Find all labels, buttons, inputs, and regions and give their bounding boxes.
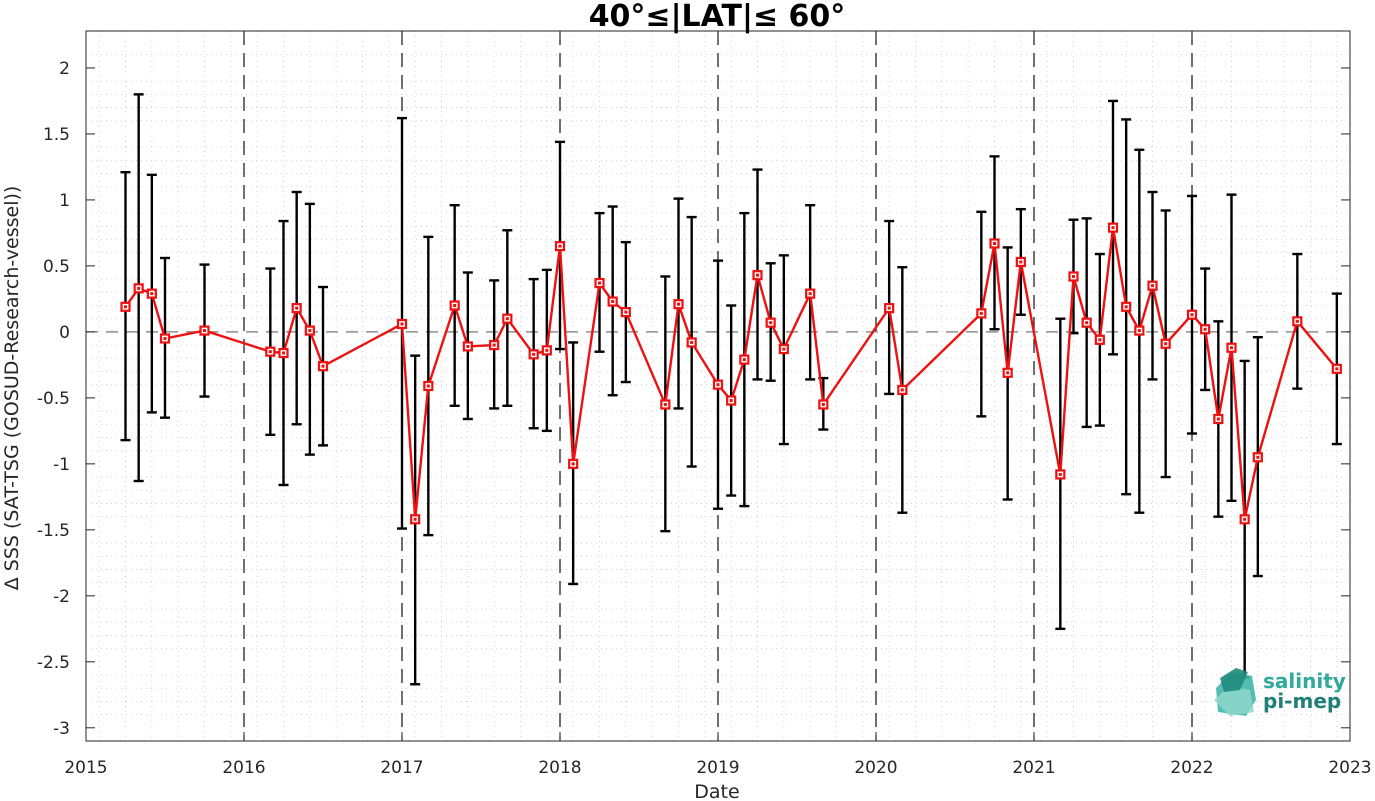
y-tick-label: 2 bbox=[59, 59, 70, 79]
data-point-marker-core bbox=[545, 348, 549, 352]
data-point-marker-core bbox=[532, 352, 536, 356]
series-markers bbox=[120, 222, 1342, 525]
data-point-marker-core bbox=[1111, 226, 1115, 230]
y-tick-labels: -3 -2.5 -2 -1.5 -1 -0.5 0 0.5 1 1.5 2 bbox=[37, 59, 70, 739]
y-tick-label: 1.5 bbox=[43, 125, 70, 145]
data-point-marker-core bbox=[413, 517, 417, 521]
data-point-marker-core bbox=[729, 399, 733, 403]
data-point-marker-core bbox=[769, 321, 773, 325]
data-point-marker-core bbox=[1203, 327, 1207, 331]
data-point-marker-core bbox=[808, 292, 812, 296]
logo-text-pi-mep: pi-mep bbox=[1263, 689, 1341, 713]
data-point-marker-core bbox=[756, 273, 759, 277]
data-point-marker-core bbox=[1164, 342, 1168, 346]
data-point-marker-core bbox=[663, 402, 667, 406]
data-point-marker-core bbox=[1190, 313, 1194, 317]
data-point-marker-core bbox=[1124, 305, 1128, 309]
data-point-marker-core bbox=[1243, 517, 1247, 521]
data-point-marker-core bbox=[979, 311, 983, 315]
data-point-marker-core bbox=[821, 402, 825, 406]
chart-title: 40°≤|LAT|≤ 60° bbox=[589, 0, 846, 34]
x-tick-label: 2015 bbox=[64, 758, 107, 778]
data-point-marker-core bbox=[1216, 417, 1220, 421]
data-point-marker-core bbox=[690, 340, 694, 344]
axis-ticks bbox=[85, 31, 1351, 741]
series-line bbox=[124, 227, 1338, 520]
data-point-marker-core bbox=[611, 300, 615, 304]
x-tick-labels: 2015 2016 2017 2018 2019 2020 2021 2022 2023 bbox=[64, 758, 1371, 778]
data-point-marker-core bbox=[1137, 329, 1141, 333]
x-tick-label: 2016 bbox=[222, 758, 265, 778]
data-point-marker-core bbox=[1072, 274, 1075, 278]
salinity-pi-mep-logo: salinity pi-mep bbox=[1214, 668, 1346, 716]
x-axis-label: Date bbox=[694, 781, 739, 801]
y-tick-label: 1 bbox=[59, 191, 70, 211]
y-tick-label: -2 bbox=[53, 587, 70, 607]
data-point-marker-core bbox=[1019, 260, 1023, 264]
y-tick-label: 0.5 bbox=[43, 257, 70, 277]
data-point-marker-core bbox=[716, 383, 720, 387]
wave-logo-icon bbox=[1214, 668, 1256, 716]
x-tick-label: 2019 bbox=[696, 758, 739, 778]
data-point-marker-core bbox=[571, 462, 575, 466]
data-point-marker-core bbox=[203, 329, 206, 333]
data-point-marker-core bbox=[1151, 284, 1154, 288]
data-point-marker-core bbox=[677, 302, 680, 306]
data-point-marker-core bbox=[321, 364, 325, 368]
data-point-marker-core bbox=[295, 306, 299, 310]
y-tick-label: -0.5 bbox=[37, 389, 70, 409]
data-point-marker-core bbox=[505, 317, 509, 321]
data-point-marker-core bbox=[150, 292, 154, 296]
data-point-marker-core bbox=[492, 343, 496, 347]
data-point-marker-core bbox=[1006, 371, 1010, 375]
y-tick-label: -2.5 bbox=[37, 653, 70, 673]
y-tick-label: 0 bbox=[59, 323, 70, 343]
x-tick-label: 2021 bbox=[1012, 758, 1055, 778]
data-point-marker-core bbox=[1058, 472, 1062, 476]
data-point-marker-core bbox=[308, 329, 312, 333]
data-point-marker-core bbox=[624, 310, 628, 314]
data-point-marker-core bbox=[466, 344, 470, 348]
data-point-marker-core bbox=[782, 347, 786, 351]
x-tick-label: 2018 bbox=[538, 758, 581, 778]
data-point-marker-core bbox=[124, 305, 127, 309]
y-axis-label: Δ SSS (SAT-TSG (GOSUD-Research-vessel)) bbox=[1, 186, 23, 591]
data-point-marker-core bbox=[453, 303, 457, 307]
data-point-marker-core bbox=[1085, 321, 1089, 325]
data-point-marker-core bbox=[1230, 346, 1233, 350]
data-point-marker-core bbox=[1098, 338, 1102, 342]
data-point-marker-core bbox=[598, 281, 601, 285]
data-point-marker-core bbox=[1256, 455, 1260, 459]
data-point-marker-core bbox=[163, 336, 167, 340]
data-point-marker-core bbox=[282, 351, 285, 355]
x-tick-label: 2022 bbox=[1170, 758, 1213, 778]
data-point-marker-core bbox=[268, 350, 272, 354]
y-tick-label: -3 bbox=[53, 719, 70, 739]
data-point-marker-core bbox=[900, 388, 904, 392]
data-point-marker-core bbox=[400, 322, 404, 326]
x-tick-label: 2017 bbox=[380, 758, 423, 778]
x-tick-label: 2020 bbox=[854, 758, 897, 778]
data-point-marker-core bbox=[993, 241, 996, 245]
x-tick-label: 2023 bbox=[1328, 758, 1371, 778]
data-point-marker-core bbox=[426, 384, 430, 388]
data-point-marker-core bbox=[1295, 319, 1299, 323]
data-point-marker-core bbox=[887, 306, 891, 310]
data-point-marker-core bbox=[742, 358, 746, 362]
logo-text-salinity: salinity bbox=[1263, 669, 1346, 693]
y-tick-label: -1 bbox=[53, 455, 70, 475]
data-point-marker-core bbox=[137, 286, 141, 290]
y-tick-label: -1.5 bbox=[37, 521, 70, 541]
data-point-marker-core bbox=[558, 244, 562, 248]
data-point-marker-core bbox=[1335, 367, 1339, 371]
